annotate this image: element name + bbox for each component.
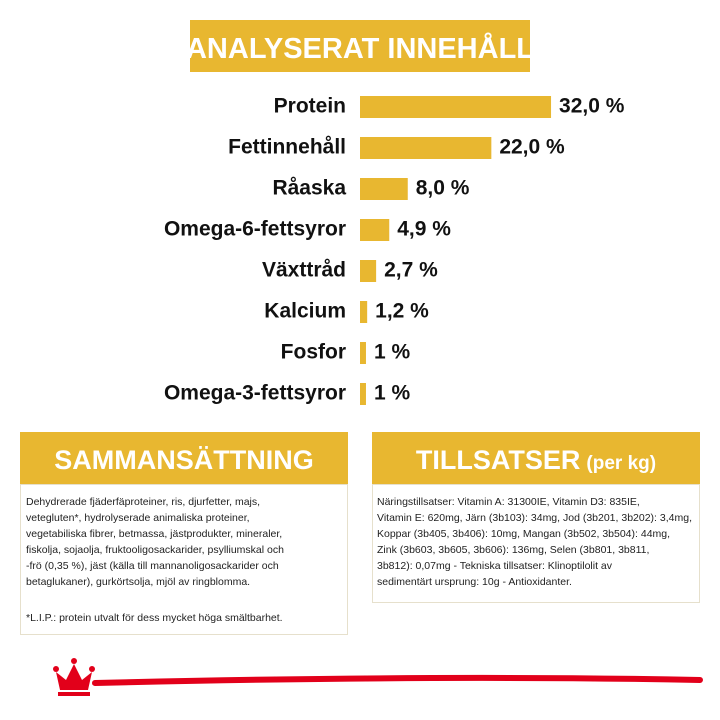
additives-line: Zink (3b603, 3b605, 3b606): 136mg, Selen… [377,544,649,556]
composition-title: SAMMANSÄTTNING [54,445,313,475]
value-label: 4,9 % [397,218,451,241]
category-label: Fettinnehåll [228,136,346,159]
additives-banner [372,432,700,484]
category-label: Protein [274,95,346,118]
brand-crown [53,658,95,696]
value-label: 1,2 % [375,300,429,323]
additives-line: Koppar (3b405, 3b406): 10mg, Mangan (3b5… [377,528,670,540]
value-label: 1 % [374,382,411,405]
bar-chart: Protein 32,0 % Fettinnehåll 22,0 % Råaska 8,0… [164,95,625,405]
bar [360,301,368,323]
composition-line: -frö (0,35 %), jäst (källa till mannanol… [26,560,279,572]
category-label: Råaska [272,177,346,200]
composition-line: vegetabiliska fibrer, betmassa, jästprod… [26,528,282,540]
composition-banner [20,432,348,484]
additives-line: sedimentärt ursprung: 10g - Antioxidante… [377,576,572,588]
additives-line: 3b812): 0,07mg - Tekniska tillsatser: Kl… [377,560,613,572]
value-label: 32,0 % [559,95,625,118]
value-label: 8,0 % [416,177,470,200]
composition-text: Dehydrerade fjäderfäproteiner, ris, djur… [26,496,284,624]
composition-line: fiskolja, sojaolja, fruktooligosackaride… [26,544,284,556]
value-label: 1 % [374,341,411,364]
additives-line: Näringstillsatser: Vitamin A: 31300IE, V… [377,496,640,508]
bar [360,96,552,118]
composition-box [20,484,348,635]
additives-box [372,484,700,603]
bar [360,383,366,405]
value-label: 2,7 % [384,259,438,282]
title-banner [190,20,530,72]
additives-line: Vitamin E: 620mg, Järn (3b103): 34mg, Jo… [377,512,692,524]
bar [360,260,377,282]
chart-title: ANALYSERAT INNEHÅLL [186,32,534,65]
additives-title: TILLSATSER [416,445,581,475]
category-label: Omega-6-fettsyror [164,218,346,241]
additives-unit: (per kg) [586,453,656,474]
additives-text: Näringstillsatser: Vitamin A: 31300IE, V… [377,496,692,588]
bar [360,219,390,241]
brand-line [92,674,703,686]
additives-heading: TILLSATSER (per kg) [416,445,656,475]
composition-line: Dehydrerade fjäderfäproteiner, ris, djur… [26,496,260,508]
category-label: Växttråd [262,259,346,282]
composition-footnote: *L.I.P.: protein utvalt för dess mycket … [26,612,283,624]
category-label: Kalcium [264,300,346,323]
bar [360,342,366,364]
category-label: Fosfor [281,341,346,364]
composition-line: vetegluten*, hydrolyserade animaliska pr… [26,512,250,524]
category-label: Omega-3-fettsyror [164,382,346,405]
bar [360,137,492,159]
composition-line: betaglukaner), gurkörtsolja, mjöl av rin… [26,576,250,588]
bar [360,178,408,200]
value-label: 22,0 % [499,136,565,159]
